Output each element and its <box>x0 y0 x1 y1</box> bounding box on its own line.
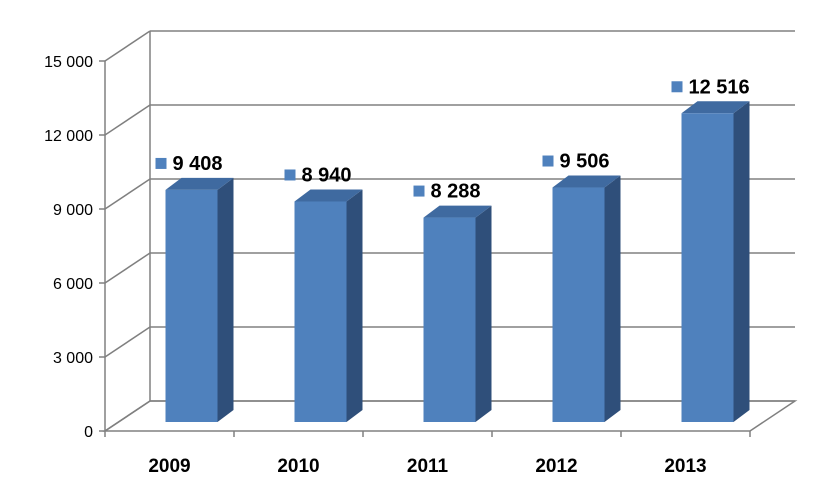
gridline-side <box>104 326 151 358</box>
y-tick-label: 9 000 <box>53 202 93 219</box>
bar-2011 <box>423 217 476 422</box>
y-tick-label: 6 000 <box>53 276 93 293</box>
x-tick-label-2013: 2013 <box>664 456 706 477</box>
data-label-2011: 8 288 <box>431 181 481 203</box>
x-tick-label-2012: 2012 <box>535 456 577 477</box>
data-label-2012: 9 506 <box>560 151 610 173</box>
bar-2009 <box>165 189 218 422</box>
bar-side-2011 <box>475 205 492 422</box>
bar-side-2010 <box>346 189 363 422</box>
y-tick-label: 3 000 <box>53 350 93 367</box>
bar-2012 <box>552 187 605 422</box>
data-label-marker <box>155 157 167 169</box>
data-label-2009: 9 408 <box>173 153 223 175</box>
bar-top-2010 <box>294 189 363 202</box>
bars-layer <box>165 101 750 422</box>
gridline-side <box>104 178 151 210</box>
gridline-side <box>104 30 151 62</box>
y-tick-label: 0 <box>84 424 93 441</box>
floor <box>102 400 798 432</box>
x-tick-label-2009: 2009 <box>148 456 190 477</box>
data-label-2013: 12 516 <box>689 76 750 98</box>
axis-layer: 0 3 000 6 000 9 000 12 000 15 000 2009 2010 2011… <box>44 54 751 477</box>
bar-2010 <box>294 201 347 422</box>
bar-side-2009 <box>217 177 234 422</box>
labels-layer: 9 408 8 940 8 288 9 506 12 516 <box>155 76 750 203</box>
bar-2013 <box>681 113 734 422</box>
x-tick-label-2011: 2011 <box>407 456 449 477</box>
data-label-2010: 8 940 <box>302 164 352 186</box>
bar-top-2011 <box>423 205 492 218</box>
y-tick-label: 12 000 <box>44 128 93 145</box>
data-label-marker <box>671 81 683 93</box>
bar-top-2012 <box>552 175 621 188</box>
bar-side-2013 <box>733 101 750 422</box>
data-label-marker <box>284 169 296 181</box>
x-tick-label-2010: 2010 <box>277 456 319 477</box>
bar-top-2013 <box>681 101 750 114</box>
bar-top-2009 <box>165 177 234 190</box>
bar-side-2012 <box>604 175 621 422</box>
gridline-side <box>104 252 151 284</box>
gridline-side <box>104 104 151 136</box>
y-tick-label: 15 000 <box>44 54 93 71</box>
data-label-marker <box>542 155 554 167</box>
data-label-marker <box>413 185 425 197</box>
